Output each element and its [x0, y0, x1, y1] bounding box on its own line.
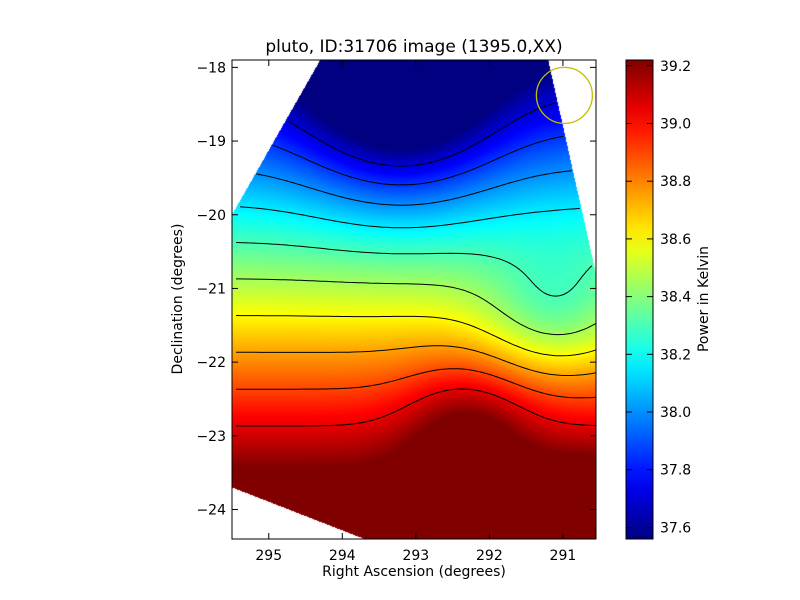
y-axis-label: Declination (degrees): [170, 224, 186, 375]
colorbar-tick-label: 38.6: [660, 232, 691, 248]
plot-frame: [231, 59, 597, 540]
y-tick-label: −19: [196, 134, 226, 150]
chart-title: pluto, ID:31706 image (1395.0,XX): [265, 37, 562, 57]
contour-line: [235, 242, 593, 297]
colorbar-scale: [625, 59, 654, 540]
colorbar-tick-label: 37.8: [660, 463, 691, 479]
colorbar-tick-label: 39.2: [660, 59, 691, 75]
y-tick-label: −24: [196, 503, 226, 519]
colorbar: 37.6 37.8 38.0 38.2 38.4 38.6 38.8 39.0 39.2 Pow…: [625, 59, 712, 540]
colorbar-tick-label: 39.0: [660, 116, 691, 132]
contour-line: [236, 368, 596, 399]
colorbar-ticks: 37.6 37.8 38.0 38.2 38.4 38.6 38.8 39.0 39.2: [626, 59, 691, 536]
y-tick-label: −23: [196, 429, 226, 445]
y-axis: −18 −19 −20 −21 −22 −23 −24: [196, 60, 596, 519]
x-tick-label: 295: [255, 548, 282, 564]
x-axis: 295 294 293 292 291: [255, 60, 576, 564]
beam-circle: [535, 66, 594, 125]
contour-line: [235, 315, 596, 357]
x-tick-label: 294: [329, 548, 356, 564]
x-tick-label: 291: [550, 548, 577, 564]
colorbar-tick-label: 37.6: [660, 520, 691, 536]
plot-area: 295 294 293 292 291 −18 −19 −20 −21 −22 −23 −24 pl…: [170, 37, 597, 580]
x-axis-label: Right Ascension (degrees): [322, 564, 506, 580]
contour-line: [236, 345, 596, 376]
contour-line: [240, 206, 580, 229]
y-tick-label: −18: [196, 60, 226, 76]
contour-line: [288, 102, 556, 167]
y-tick-label: −20: [196, 208, 226, 224]
x-tick-label: 293: [402, 548, 429, 564]
contour-line: [256, 170, 572, 206]
colorbar-tick-label: 38.8: [660, 174, 691, 190]
contour-line: [272, 135, 564, 186]
heatmap-image: [232, 60, 596, 539]
y-tick-label: −22: [196, 355, 226, 371]
x-tick-label: 292: [476, 548, 503, 564]
colorbar-tick-label: 38.4: [660, 290, 691, 306]
colorbar-tick-label: 38.2: [660, 347, 691, 363]
contour-line: [236, 388, 596, 427]
colorbar-tick-label: 38.0: [660, 405, 691, 421]
y-tick-label: −21: [196, 281, 226, 297]
colorbar-label: Power in Kelvin: [696, 246, 712, 352]
